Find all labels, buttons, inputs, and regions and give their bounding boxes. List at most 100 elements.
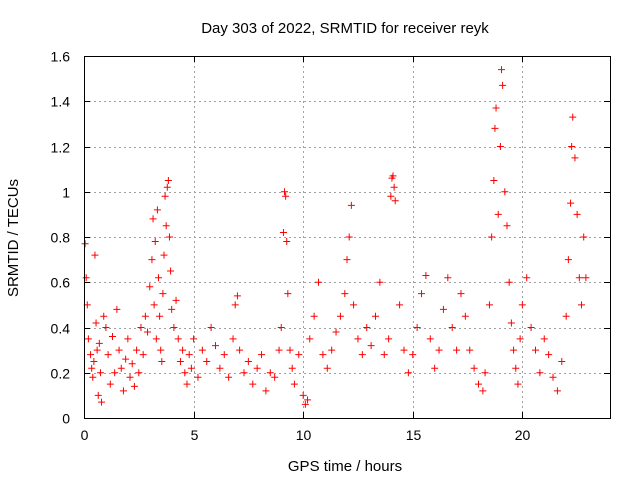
data-point (249, 380, 257, 388)
data-point (418, 290, 426, 298)
y-tick-label: 0 (62, 411, 70, 427)
data-point (181, 369, 189, 377)
data-point (510, 346, 518, 354)
data-point (152, 335, 160, 343)
data-point (146, 283, 154, 291)
data-point (176, 357, 184, 365)
data-point (422, 271, 430, 279)
data-point (385, 335, 393, 343)
y-axis-label: SRMTID / TECUs (5, 179, 22, 297)
data-point (343, 256, 351, 264)
data-point (124, 335, 132, 343)
data-point (240, 369, 248, 377)
data-point (444, 274, 452, 282)
data-point (496, 143, 504, 150)
data-point (244, 357, 252, 365)
data-point (466, 346, 474, 354)
data-point (319, 351, 327, 359)
y-tick-label: 0.8 (51, 230, 71, 246)
data-point (165, 233, 173, 241)
data-point (571, 154, 579, 162)
data-point (133, 346, 141, 354)
data-point (431, 364, 439, 372)
data-point (231, 301, 239, 309)
data-point (94, 391, 102, 399)
data-point (453, 346, 461, 354)
data-point (470, 364, 478, 372)
data-point (507, 319, 515, 327)
data-point (578, 301, 586, 309)
axis-ticks: 0 0.2 0.4 0.6 0.8 1 1.2 1.4 1.6 0 5 10 15 20 (51, 49, 610, 443)
data-point (336, 312, 344, 320)
data-point (275, 346, 283, 354)
data-point (89, 373, 97, 381)
data-point (404, 369, 412, 377)
data-point (564, 256, 572, 264)
data-point (299, 391, 307, 399)
data-point (113, 305, 121, 313)
y-tick-label: 1.2 (51, 140, 71, 156)
data-point (512, 364, 520, 372)
data-point (160, 251, 168, 259)
data-point (387, 192, 395, 200)
data-point (347, 201, 355, 209)
x-tick-label: 15 (406, 427, 422, 443)
data-point (155, 274, 163, 282)
data-point (148, 256, 156, 264)
data-point (389, 172, 397, 180)
data-point (527, 324, 535, 331)
data-point (435, 346, 443, 354)
data-point (158, 357, 166, 365)
data-point (501, 188, 509, 196)
data-point (523, 274, 531, 282)
data-point (170, 324, 178, 331)
data-point (172, 296, 180, 304)
x-tick-label: 20 (515, 427, 531, 443)
data-point (229, 335, 237, 343)
data-point (106, 380, 114, 388)
data-point (580, 233, 588, 241)
data-point (225, 373, 233, 381)
data-point (271, 373, 279, 381)
data-point (575, 274, 583, 282)
data-point (198, 346, 206, 354)
data-point (413, 324, 421, 331)
x-tick-label: 0 (81, 427, 89, 443)
data-point (304, 396, 312, 404)
data-point (573, 210, 581, 218)
data-point (354, 335, 362, 343)
data-point (503, 222, 511, 230)
data-point (82, 274, 90, 282)
y-tick-label: 0.6 (51, 275, 71, 291)
data-point (88, 364, 96, 372)
data-point (153, 206, 161, 214)
data-point (516, 335, 524, 343)
data-point (84, 335, 92, 343)
data-point (323, 364, 331, 372)
data-point (553, 387, 561, 395)
data-point (531, 346, 539, 354)
data-point (380, 351, 388, 359)
data-points (81, 66, 590, 408)
data-point (306, 335, 314, 343)
data-point (568, 143, 576, 150)
data-point (183, 380, 191, 388)
data-point (485, 301, 493, 309)
data-point (396, 301, 404, 309)
data-point (284, 290, 292, 298)
y-tick-label: 1.4 (51, 94, 71, 110)
data-point (499, 81, 507, 89)
x-tick-label: 5 (191, 427, 199, 443)
data-point (448, 324, 456, 331)
data-point (185, 351, 193, 359)
data-point (569, 113, 577, 121)
grid-lines (84, 56, 610, 418)
data-point (117, 364, 125, 372)
data-point (363, 324, 371, 331)
data-point (87, 351, 95, 359)
data-point (545, 351, 553, 359)
data-point (130, 382, 138, 390)
data-point (187, 364, 195, 372)
data-point (258, 351, 266, 359)
